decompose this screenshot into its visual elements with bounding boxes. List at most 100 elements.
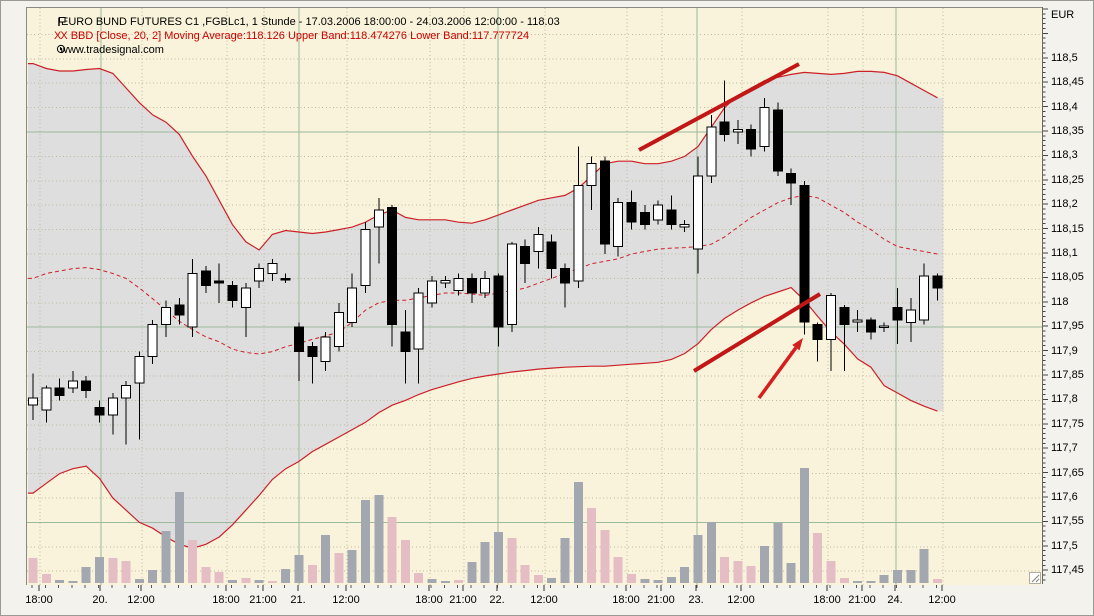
- volume-bar: [932, 579, 942, 583]
- candle-body: [639, 212, 650, 226]
- volume-bar: [600, 530, 610, 583]
- volume-bar: [494, 532, 503, 583]
- volume-bar: [547, 578, 557, 583]
- chart-title: EURO BUND FUTURES C1 ,FGBLc1, 1 Stunde -…: [57, 16, 560, 28]
- price-axis-label: 118,35: [1051, 124, 1084, 137]
- volume-bar: [81, 567, 91, 583]
- candle-body: [147, 324, 158, 357]
- candle-body: [200, 270, 211, 287]
- time-axis-label: 12:00: [727, 594, 755, 606]
- watermark: www.tradesignal.com: [56, 44, 164, 56]
- price-axis-label: 117,85: [1051, 368, 1084, 381]
- time-axis-label: 18:00: [415, 594, 443, 606]
- volume-bar: [733, 561, 743, 583]
- volume-bar: [148, 570, 158, 583]
- chart-title-text: EURO BUND FUTURES C1 ,FGBLc1, 1 Stunde -…: [61, 16, 560, 28]
- price-axis-label: 118,1: [1051, 246, 1078, 259]
- price-axis-label: 118,45: [1051, 76, 1084, 89]
- volume-bar: [480, 542, 490, 583]
- volume-bar: [919, 549, 929, 583]
- volume-bar: [281, 569, 291, 583]
- volume-bar: [666, 577, 676, 583]
- time-axis-label: 21.: [290, 594, 306, 606]
- time-axis-label: 18:00: [813, 594, 841, 606]
- trendline-annotation[interactable]: [638, 62, 800, 152]
- volume-bar: [706, 522, 716, 583]
- volume-bar: [760, 546, 769, 583]
- price-axis-label: 118,5: [1051, 51, 1078, 64]
- candle-body: [599, 160, 610, 245]
- price-axis[interactable]: EUR 118,5 118,45 118,4 118,35 118,3 118,25 118…: [1042, 1, 1093, 615]
- candle-body: [772, 109, 783, 172]
- chart-plot-area[interactable]: EURO BUND FUTURES C1 ,FGBLc1, 1 Stunde -…: [26, 7, 1043, 586]
- arrow-annotation[interactable]: [757, 346, 798, 400]
- candle-body: [333, 312, 344, 348]
- volume-bar: [294, 555, 304, 583]
- price-axis-label: 118,4: [1051, 100, 1078, 113]
- volume-bar: [507, 538, 517, 583]
- candle-body: [812, 324, 823, 340]
- volume-bar: [746, 566, 756, 583]
- candle-body: [161, 307, 171, 326]
- volume-bar: [613, 557, 623, 583]
- candle-body: [533, 233, 544, 252]
- volume-bar: [321, 535, 331, 583]
- volume-bar: [813, 533, 823, 583]
- time-axis-label: 22.: [489, 594, 505, 606]
- volume-bar: [374, 495, 384, 583]
- volume-bar: [201, 567, 211, 583]
- time-axis-label: 24.: [887, 594, 903, 606]
- indicator-legend: XX BBD [Close, 20, 2] Moving Average:118.…: [54, 30, 529, 42]
- volume-bar: [254, 580, 264, 583]
- arrow-annotation-head[interactable]: [792, 338, 803, 351]
- volume-bar: [653, 580, 663, 583]
- candle-body: [360, 229, 371, 287]
- price-axis-label: 118: [1051, 295, 1069, 308]
- candle-body: [387, 207, 398, 326]
- time-axis-label: 12:00: [332, 594, 360, 606]
- candle-body: [121, 385, 132, 399]
- candle-body: [746, 129, 757, 150]
- volume-bar: [55, 580, 65, 583]
- moving-average-line: [28, 194, 938, 355]
- price-axis-label: 117,65: [1051, 466, 1084, 479]
- candle-body: [28, 397, 38, 406]
- candle-body: [892, 307, 903, 321]
- candle-body: [520, 246, 531, 265]
- volume-bar: [188, 540, 198, 583]
- candle-body: [107, 397, 118, 416]
- candle-body: [240, 287, 251, 309]
- candle-body: [466, 277, 477, 294]
- annotations-layer: [638, 62, 822, 400]
- candle-body: [839, 307, 850, 326]
- candle-body: [626, 202, 637, 223]
- price-axis-label: 117,95: [1051, 320, 1084, 333]
- volume-bar: [640, 579, 650, 583]
- candle-body: [759, 107, 770, 148]
- volume-bar: [879, 575, 889, 583]
- candle-body: [280, 277, 291, 281]
- time-axis-label: 12:00: [127, 594, 155, 606]
- volume-bar: [866, 581, 876, 583]
- candle-body: [174, 304, 185, 316]
- volume-bar: [414, 573, 424, 583]
- volume-layer: [28, 468, 942, 583]
- volume-bar: [41, 574, 51, 583]
- candle-body: [320, 336, 331, 362]
- candle-body: [613, 202, 624, 248]
- volume-bar: [826, 561, 836, 583]
- candle-body: [254, 268, 265, 282]
- resize-handle-icon[interactable]: [1029, 571, 1041, 584]
- candle-body: [653, 204, 664, 221]
- candles-layer: [28, 80, 943, 445]
- price-axis-label: 118,05: [1051, 271, 1084, 284]
- volume-bar: [906, 570, 916, 583]
- time-axis[interactable]: 18:00 20. 12:00 18:00 21:00 21. 12:00 18:00 21:0…: [1, 585, 1042, 615]
- trendline-annotation[interactable]: [692, 292, 822, 373]
- candle-body: [826, 294, 836, 340]
- candle-body: [187, 273, 198, 328]
- candle-body: [905, 309, 916, 323]
- bollinger-upper-band-line: [28, 62, 938, 251]
- time-axis-label: 21:00: [647, 594, 675, 606]
- time-axis-label: 21:00: [249, 594, 277, 606]
